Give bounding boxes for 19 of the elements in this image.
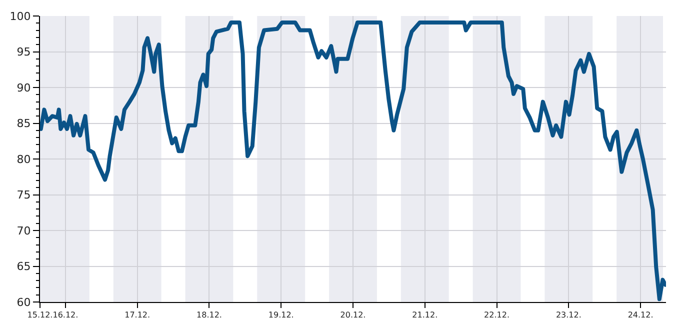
y-tick-label: 80 (16, 152, 31, 166)
x-tick-label: 15.12. (27, 310, 53, 320)
y-tick-label: 60 (16, 296, 31, 309)
y-tick-label: 100 (10, 10, 31, 23)
x-tick-label: 23.12. (556, 310, 582, 320)
x-tick-label: 22.12. (484, 310, 510, 320)
x-tick-label: 16.12. (52, 310, 78, 320)
x-tick-label: 17.12. (124, 310, 150, 320)
y-tick-label: 65 (16, 260, 31, 274)
y-tick-label: 85 (16, 117, 31, 130)
y-tick-label: 75 (16, 188, 31, 202)
y-tick-label: 70 (16, 224, 31, 238)
x-tick-label: 21.12. (412, 310, 438, 320)
x-tick-label: 24.12. (628, 310, 654, 320)
y-tick-label: 95 (16, 46, 31, 59)
x-tick-label: 19.12. (268, 310, 294, 320)
x-tick-label: 20.12. (340, 310, 366, 320)
x-tick-label: 18.12. (196, 310, 222, 320)
y-tick-label: 90 (16, 81, 31, 94)
